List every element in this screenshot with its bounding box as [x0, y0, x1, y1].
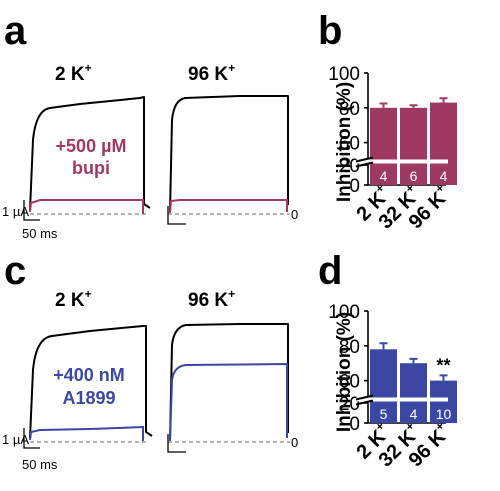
- n-label: 5: [380, 406, 388, 422]
- scale-current-label: 1 µA: [2, 204, 29, 219]
- y-tick-label: 0: [349, 414, 360, 435]
- drug-label-line2: A1899: [62, 388, 115, 408]
- y-tick-label: 100: [328, 64, 360, 85]
- drug-trace-96k: [169, 362, 288, 442]
- error-bar: [409, 357, 418, 364]
- y-tick-label: 80: [339, 337, 360, 358]
- n-label: 4: [380, 168, 388, 184]
- y-tick-label: 20: [339, 156, 360, 177]
- n-label: 6: [410, 168, 418, 184]
- drug-label-line1: +400 nM: [53, 365, 125, 385]
- n-label: 4: [440, 168, 448, 184]
- scale-bar-96k: [167, 206, 186, 225]
- axis-break-mark: [355, 394, 374, 406]
- error-bar: [379, 342, 388, 350]
- drug-trace-2k: [29, 199, 144, 214]
- n-label: 4: [410, 406, 418, 422]
- error-bar: [439, 374, 448, 381]
- n-label: 10: [436, 406, 452, 422]
- y-tick-label: 100: [328, 302, 360, 323]
- axis-break-gap: [356, 397, 448, 402]
- scale-time-label: 50 ms: [22, 457, 58, 472]
- drug-label-line1: +500 µM: [56, 136, 127, 156]
- panel-label-b: b: [318, 9, 342, 53]
- scale-bar: [23, 428, 40, 449]
- control-trace-96k: [169, 95, 289, 213]
- bar: [430, 380, 457, 423]
- y-tick-label: 0: [349, 176, 360, 197]
- zero-label: 0: [291, 435, 298, 450]
- error-bar: [439, 97, 448, 103]
- column-title-2k: 2 K+: [55, 287, 92, 311]
- y-tick-label: 60: [339, 134, 360, 155]
- drug-trace-96k: [169, 199, 288, 214]
- axis-break-mark: [355, 156, 374, 168]
- scale-current-label: 1 µA: [2, 432, 29, 447]
- column-title-96k: 96 K+: [188, 287, 235, 311]
- control-trace-2k: [29, 325, 153, 439]
- bar: [370, 349, 397, 423]
- control-trace-96k: [169, 323, 289, 441]
- scale-time-label: 50 ms: [22, 226, 58, 241]
- y-tick-label: 80: [339, 99, 360, 120]
- column-title-2k: 2 K+: [55, 61, 92, 85]
- y-axis-label: Inhibition (%): [334, 312, 355, 432]
- drug-label-line2: bupi: [72, 158, 110, 178]
- zero-label: 0: [291, 207, 298, 222]
- panel-label-c: c: [4, 249, 26, 293]
- error-bar: [379, 102, 388, 108]
- axis-break-gap: [356, 159, 448, 164]
- drug-trace-2k: [29, 425, 144, 441]
- scale-bar: [23, 200, 40, 221]
- panel-label-a: a: [4, 9, 27, 53]
- error-bar: [409, 104, 418, 108]
- control-trace-2k: [29, 96, 151, 211]
- panel-label-d: d: [318, 249, 342, 293]
- bar: [370, 107, 397, 185]
- bar: [430, 102, 457, 185]
- y-tick-label: 60: [339, 372, 360, 393]
- bar: [400, 107, 427, 185]
- bar: [400, 363, 427, 423]
- panel-a: a 2 K+ 96 K+ 0 +500 µM bupi 1 µA 50 ms: [2, 9, 298, 241]
- scale-bar-96k: [167, 434, 186, 453]
- column-title-96k: 96 K+: [188, 61, 235, 85]
- y-axis-label: Inhibition (%): [334, 82, 355, 202]
- significance-marker: **: [436, 355, 450, 375]
- y-tick-label: 20: [339, 394, 360, 415]
- panel-c: c 2 K+ 96 K+ 0 +400 nM A1899 1 µA 50 ms: [2, 249, 298, 472]
